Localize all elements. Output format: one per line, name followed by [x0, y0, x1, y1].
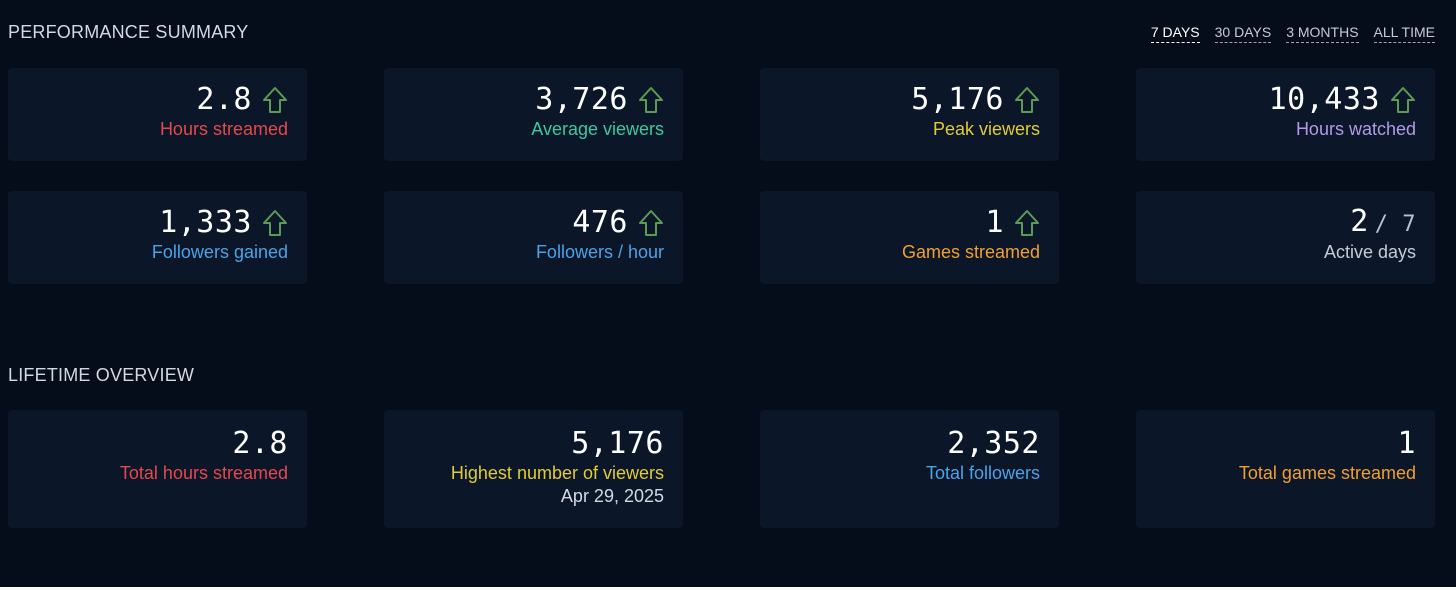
- stat-value: 10,433: [1268, 82, 1380, 117]
- stat-value: 2/ 7: [1350, 204, 1416, 243]
- trend-up-icon: [1015, 210, 1039, 236]
- range-selector: 7 DAYS 30 DAYS 3 MONTHS ALL TIME: [1150, 23, 1435, 43]
- trend-up-icon: [263, 87, 287, 113]
- stat-card-active-days: 2/ 7 Active days: [1136, 191, 1435, 284]
- active-days-total: / 7: [1374, 211, 1416, 237]
- lifetime-overview-title: LIFETIME OVERVIEW: [8, 365, 195, 385]
- trend-up-icon: [263, 210, 287, 236]
- stat-date: Apr 29, 2025: [560, 486, 664, 506]
- lifetime-card-total-games-streamed: 1 Total games streamed: [1136, 410, 1435, 528]
- range-tab-7-days[interactable]: 7 DAYS: [1150, 23, 1200, 43]
- stat-card-games-streamed: 1 Games streamed: [760, 191, 1059, 284]
- stat-value: 476: [572, 205, 628, 240]
- performance-summary-title: PERFORMANCE SUMMARY: [8, 22, 249, 42]
- stat-card-average-viewers: 3,726 Average viewers: [384, 68, 683, 161]
- stat-card-followers-per-hour: 476 Followers / hour: [384, 191, 683, 284]
- stat-card-followers-gained: 1,333 Followers gained: [8, 191, 307, 284]
- stat-label: Followers gained: [151, 242, 288, 262]
- range-tab-all-time[interactable]: ALL TIME: [1373, 23, 1435, 43]
- trend-up-icon: [1015, 87, 1039, 113]
- stat-label: Followers / hour: [535, 242, 664, 262]
- trend-up-icon: [1391, 87, 1415, 113]
- stat-value: 2,352: [947, 426, 1040, 461]
- trend-up-icon: [639, 210, 663, 236]
- stat-label: Peak viewers: [932, 119, 1040, 139]
- stat-value: 1: [985, 205, 1004, 240]
- stat-value: 5,176: [911, 82, 1004, 117]
- stat-label: Games streamed: [901, 242, 1040, 262]
- performance-grid-row-2: 1,333 Followers gained 476 Followers / h…: [8, 191, 1435, 284]
- stat-label: Hours watched: [1295, 119, 1416, 139]
- stat-card-peak-viewers: 5,176 Peak viewers: [760, 68, 1059, 161]
- performance-grid-row-1: 2.8 Hours streamed 3,726 Average viewers…: [8, 68, 1435, 161]
- stat-label: Active days: [1323, 242, 1416, 262]
- stat-value: 2.8: [232, 426, 288, 461]
- active-days-count: 2: [1350, 203, 1369, 239]
- range-tab-3-months[interactable]: 3 MONTHS: [1286, 23, 1359, 43]
- trend-up-icon: [639, 87, 663, 113]
- stat-value: 2.8: [196, 82, 252, 117]
- lifetime-grid: 2.8 Total hours streamed 5,176 Highest n…: [8, 410, 1435, 528]
- stat-value: 1: [1397, 426, 1416, 461]
- stat-label: Total games streamed: [1238, 463, 1416, 483]
- stat-label: Hours streamed: [159, 119, 288, 139]
- stat-label: Total followers: [925, 463, 1040, 483]
- stat-value: 3,726: [535, 82, 628, 117]
- stat-card-hours-watched: 10,433 Hours watched: [1136, 68, 1435, 161]
- stat-label: Total hours streamed: [119, 463, 288, 483]
- range-tab-30-days[interactable]: 30 DAYS: [1214, 23, 1272, 43]
- stat-label: Average viewers: [531, 119, 664, 139]
- stat-value: 5,176: [571, 426, 664, 461]
- lifetime-card-total-followers: 2,352 Total followers: [760, 410, 1059, 528]
- stat-value: 1,333: [159, 205, 252, 240]
- stat-label: Highest number of viewers: [450, 463, 664, 483]
- lifetime-card-total-hours-streamed: 2.8 Total hours streamed: [8, 410, 307, 528]
- lifetime-card-highest-viewers: 5,176 Highest number of viewers Apr 29, …: [384, 410, 683, 528]
- stat-card-hours-streamed: 2.8 Hours streamed: [8, 68, 307, 161]
